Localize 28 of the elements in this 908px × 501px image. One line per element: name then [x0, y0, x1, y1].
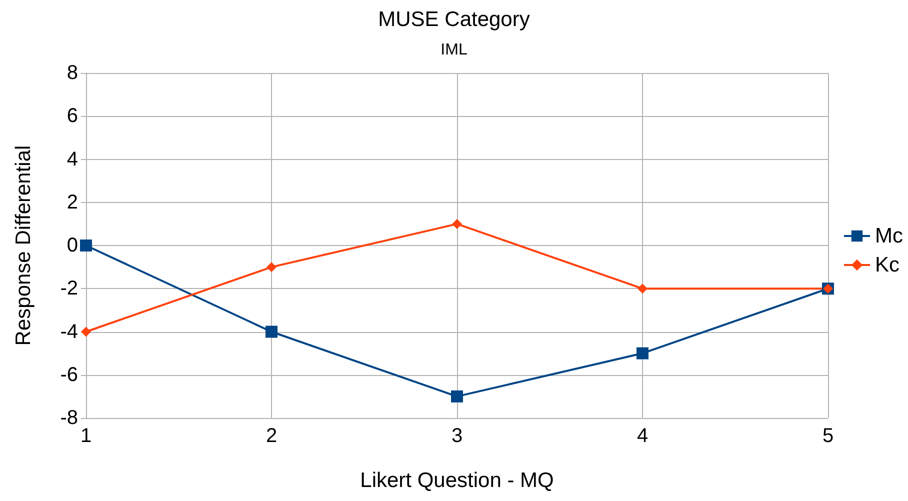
- point: [266, 262, 276, 272]
- y-axis-title: Response Differential: [12, 145, 35, 346]
- y-tick-label: 6: [66, 105, 78, 128]
- point: [266, 326, 278, 338]
- point: [81, 326, 91, 337]
- y-tick-label: 8: [66, 62, 78, 84]
- y-tick-label: 2: [66, 191, 78, 214]
- x-axis-title: Likert Question - MQ: [360, 469, 554, 492]
- point: [452, 218, 462, 229]
- y-tick-label: -6: [60, 364, 78, 386]
- y-tick-label: 4: [66, 148, 78, 170]
- point: [638, 284, 648, 294]
- y-tick-label: -2: [60, 278, 78, 300]
- chart-title: MUSE Category: [378, 8, 530, 31]
- y-tick-label: -8: [60, 407, 78, 429]
- point: [636, 347, 648, 360]
- legend-label: Kc: [875, 254, 900, 276]
- chart-subtitle: IML: [440, 42, 468, 58]
- legend-label: Mc: [875, 224, 904, 248]
- y-tick-label: 0: [66, 234, 78, 256]
- point: [451, 390, 463, 402]
- x-tick-label: 5: [822, 425, 834, 447]
- point: [80, 240, 92, 252]
- y-tick-label: -4: [60, 320, 78, 343]
- x-tick-label: 3: [451, 425, 463, 447]
- x-tick-label: 1: [80, 425, 92, 447]
- x-tick-label: 4: [636, 425, 648, 447]
- x-tick-label: 2: [266, 425, 278, 447]
